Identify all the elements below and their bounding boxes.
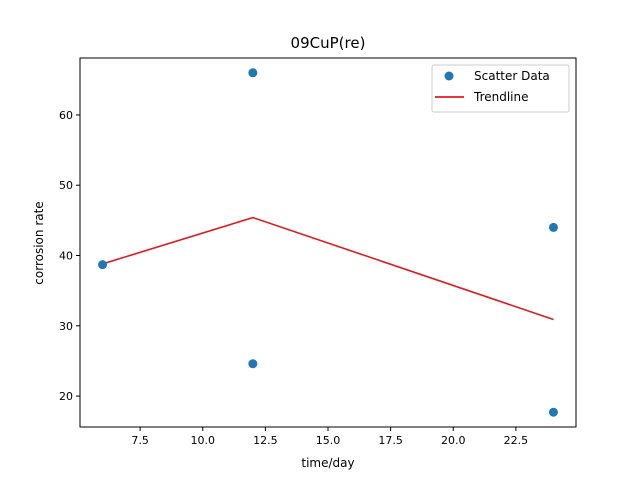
- x-tick-label: 7.5: [131, 434, 149, 447]
- plot-area: 7.5 10.0 12.5 15.0 17.5 20.0 22.5 20 30 40 50 60: [59, 68, 558, 447]
- x-tick-label: 22.5: [504, 434, 529, 447]
- legend-label-trendline: Trendline: [473, 90, 529, 104]
- scatter-point: [548, 222, 558, 232]
- y-axis-label: corrosion rate: [32, 201, 46, 284]
- x-tick-label: 10.0: [190, 434, 215, 447]
- legend-marker-scatter: [444, 71, 454, 81]
- scatter-point: [248, 359, 258, 369]
- y-tick-label: 50: [59, 179, 73, 192]
- y-tick-label: 20: [59, 390, 73, 403]
- legend-label-scatter: Scatter Data: [474, 69, 550, 83]
- scatter-point: [98, 260, 108, 270]
- chart-title: 09CuP(re): [291, 34, 366, 52]
- y-tick-label: 30: [59, 320, 73, 333]
- x-axis-label: time/day: [301, 456, 354, 470]
- axes-frame: [79, 57, 577, 428]
- x-tick-label: 15.0: [316, 434, 341, 447]
- legend-box: [431, 64, 570, 113]
- x-tick-label: 17.5: [378, 434, 403, 447]
- y-tick-label: 60: [59, 109, 73, 122]
- x-tick-label: 20.0: [441, 434, 466, 447]
- y-tick-label: 40: [59, 250, 73, 263]
- scatter-point: [548, 407, 558, 417]
- scatter-point: [248, 68, 258, 78]
- legend: Scatter Data Trendline: [431, 64, 570, 113]
- x-tick-label: 12.5: [253, 434, 278, 447]
- trendline-series-line: [102, 216, 554, 321]
